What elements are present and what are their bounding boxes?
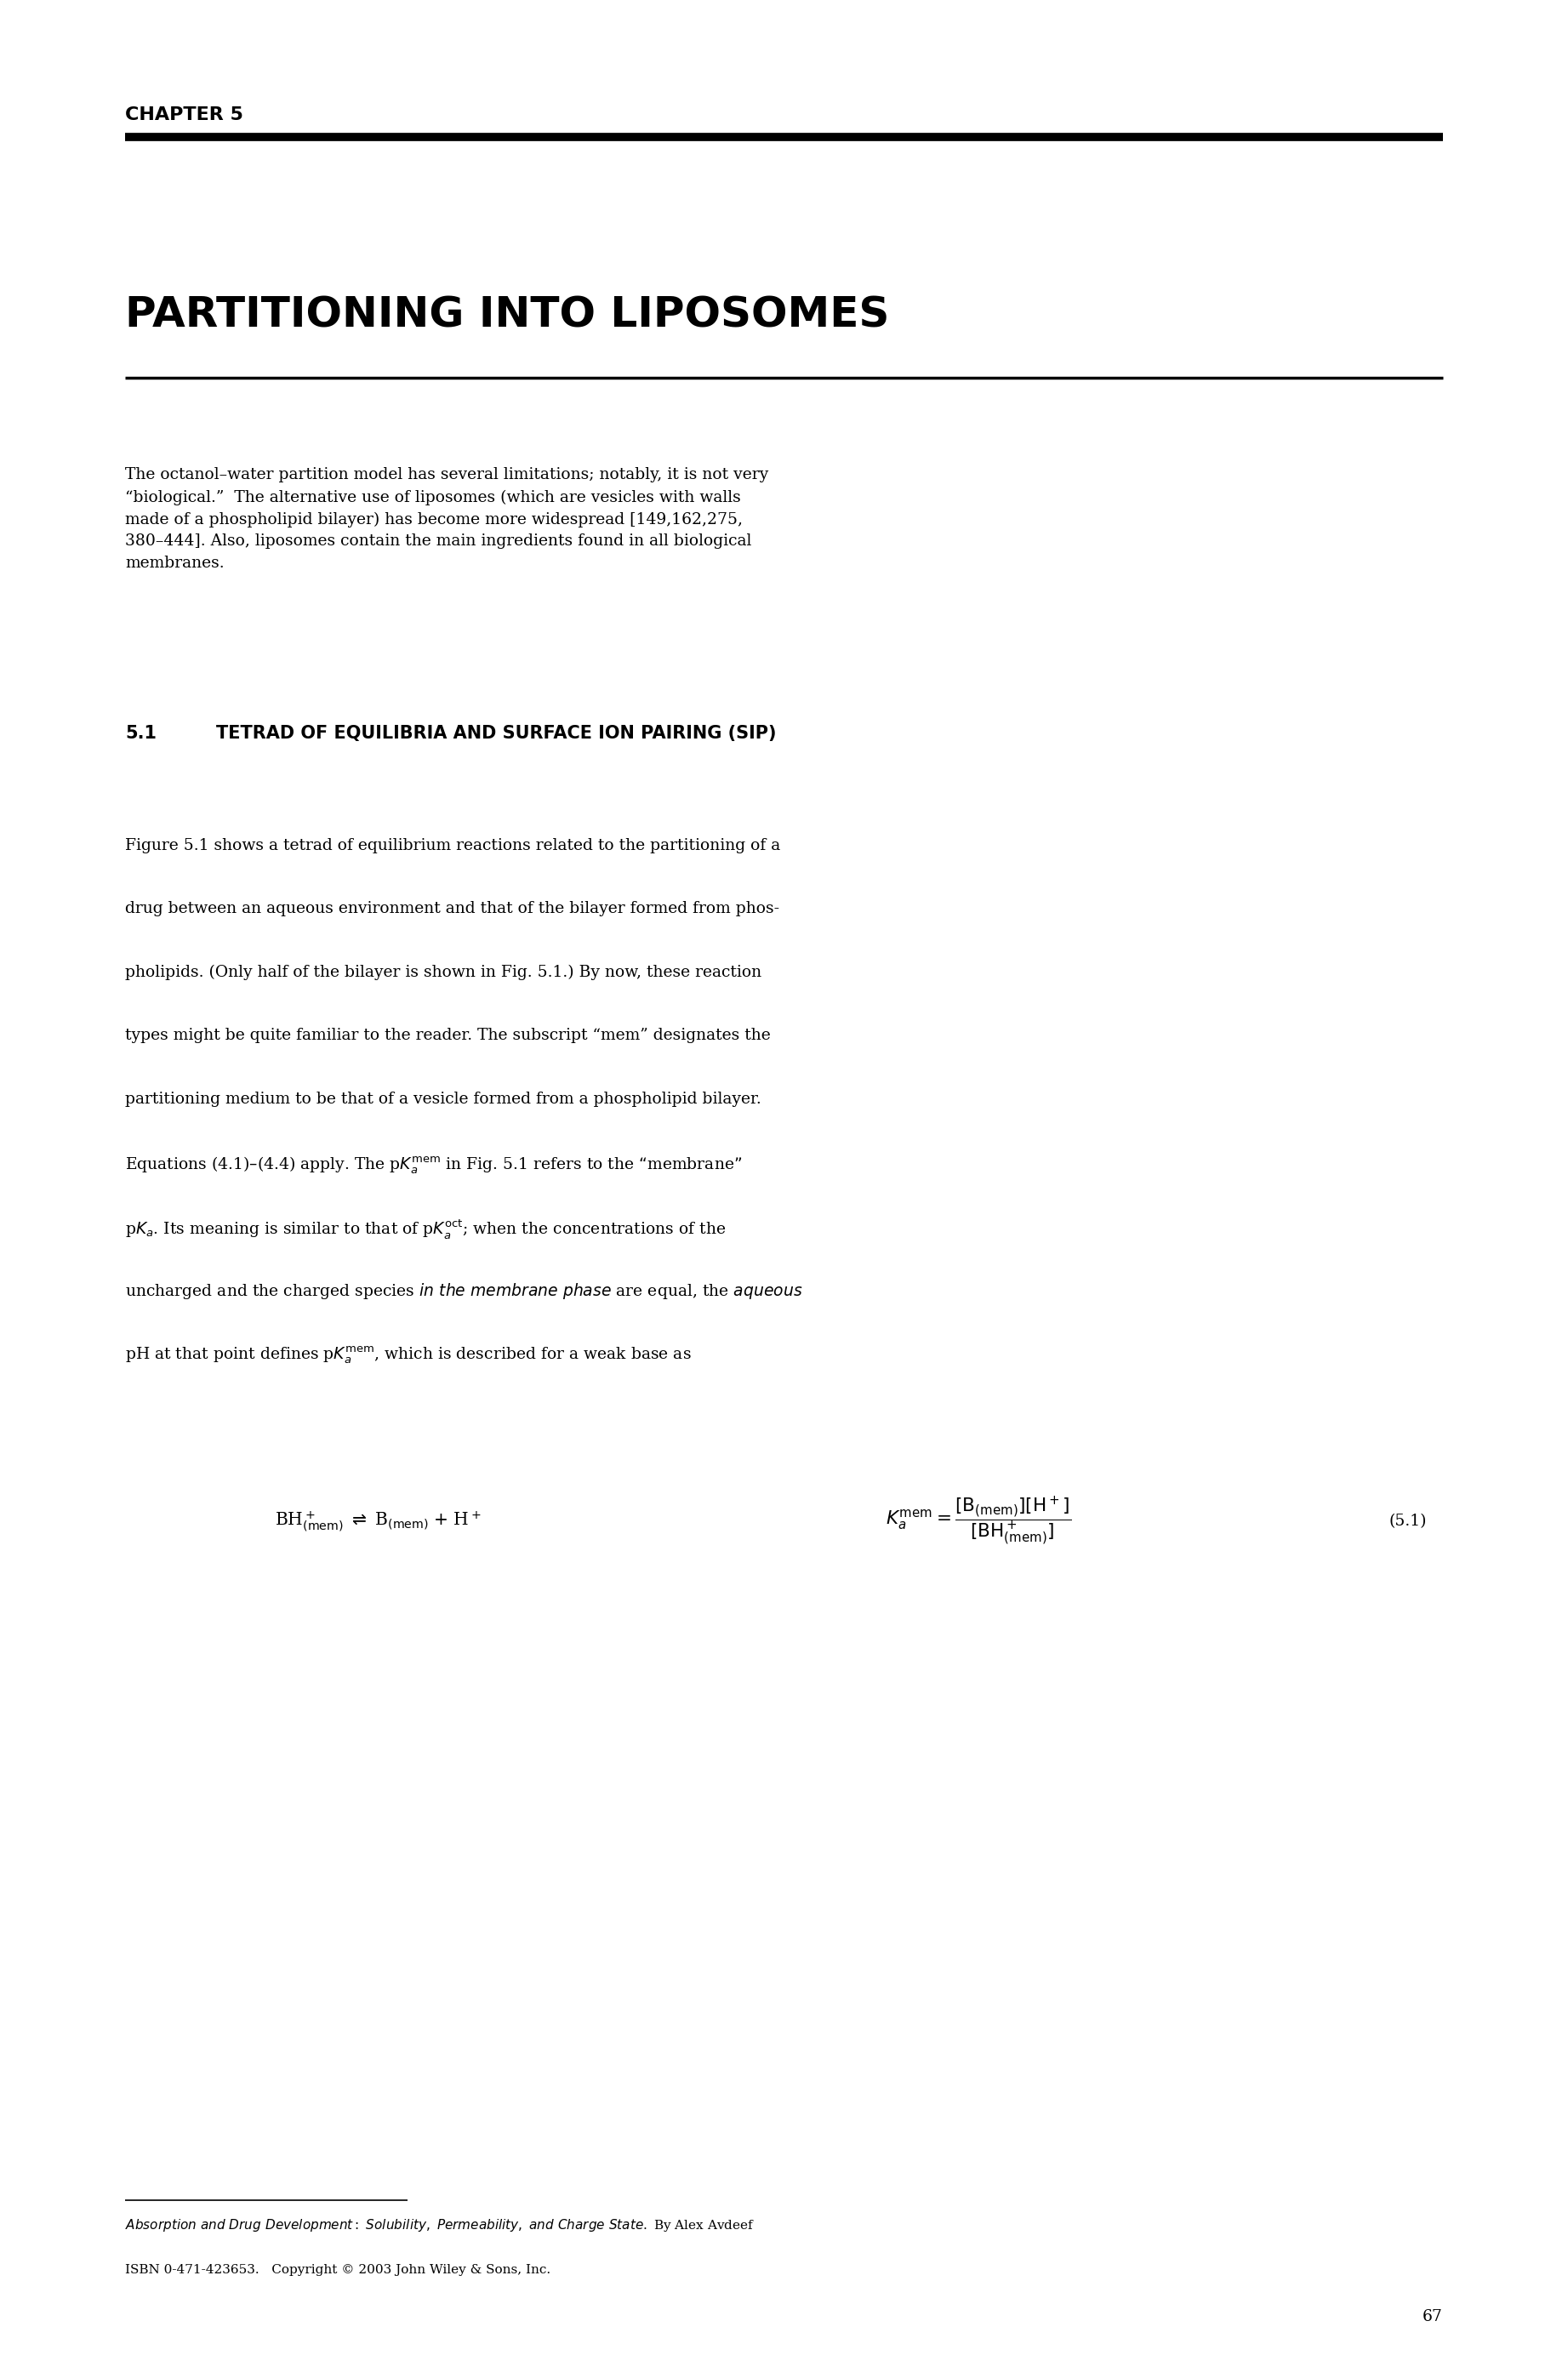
Text: BH$^+_{\rm (mem)}$ $\rightleftharpoons$ B$_{\rm (mem)}$ + H$^+$: BH$^+_{\rm (mem)}$ $\rightleftharpoons$ … (274, 1509, 481, 1532)
Text: Equations (4.1)–(4.4) apply. The p$K_a^{\rm mem}$ in Fig. 5.1 refers to the “mem: Equations (4.1)–(4.4) apply. The p$K_a^{… (125, 1155, 743, 1176)
Text: 5.1: 5.1 (125, 725, 157, 741)
Text: PARTITIONING INTO LIPOSOMES: PARTITIONING INTO LIPOSOMES (125, 295, 889, 335)
Text: p$K_a$. Its meaning is similar to that of p$K_a^{\rm oct}$; when the concentrati: p$K_a$. Its meaning is similar to that o… (125, 1218, 726, 1242)
Text: $K_a^{\rm mem} = \dfrac{[\mathrm{B}_{(\rm mem)}][\mathrm{H}^+]}{[\mathrm{BH}^+_{: $K_a^{\rm mem} = \dfrac{[\mathrm{B}_{(\r… (886, 1495, 1071, 1549)
Text: $\mathit{Absorption\ and\ Drug\ Development:\ Solubility,\ Permeability,\ and\ C: $\mathit{Absorption\ and\ Drug\ Developm… (125, 2217, 756, 2234)
Text: (5.1): (5.1) (1389, 1513, 1427, 1530)
Text: ISBN 0-471-423653.   Copyright © 2003 John Wiley & Sons, Inc.: ISBN 0-471-423653. Copyright © 2003 John… (125, 2264, 550, 2276)
Text: drug between an aqueous environment and that of the bilayer formed from phos-: drug between an aqueous environment and … (125, 902, 779, 916)
Text: CHAPTER 5: CHAPTER 5 (125, 106, 243, 123)
Text: Figure 5.1 shows a tetrad of equilibrium reactions related to the partitioning o: Figure 5.1 shows a tetrad of equilibrium… (125, 838, 781, 852)
Text: uncharged and the charged species $\mathit{in\ the\ membrane\ phase}$ are equal,: uncharged and the charged species $\math… (125, 1282, 803, 1301)
Text: 67: 67 (1422, 2309, 1443, 2323)
Text: pH at that point defines p$K_a^{\rm mem}$, which is described for a weak base as: pH at that point defines p$K_a^{\rm mem}… (125, 1343, 691, 1365)
Text: pholipids. (Only half of the bilayer is shown in Fig. 5.1.) By now, these reacti: pholipids. (Only half of the bilayer is … (125, 966, 762, 980)
Text: types might be quite familiar to the reader. The subscript “mem” designates the: types might be quite familiar to the rea… (125, 1027, 771, 1044)
Text: TETRAD OF EQUILIBRIA AND SURFACE ION PAIRING (SIP): TETRAD OF EQUILIBRIA AND SURFACE ION PAI… (216, 725, 776, 741)
Text: partitioning medium to be that of a vesicle formed from a phospholipid bilayer.: partitioning medium to be that of a vesi… (125, 1091, 762, 1107)
Text: The octanol–water partition model has several limitations; notably, it is not ve: The octanol–water partition model has se… (125, 467, 768, 571)
